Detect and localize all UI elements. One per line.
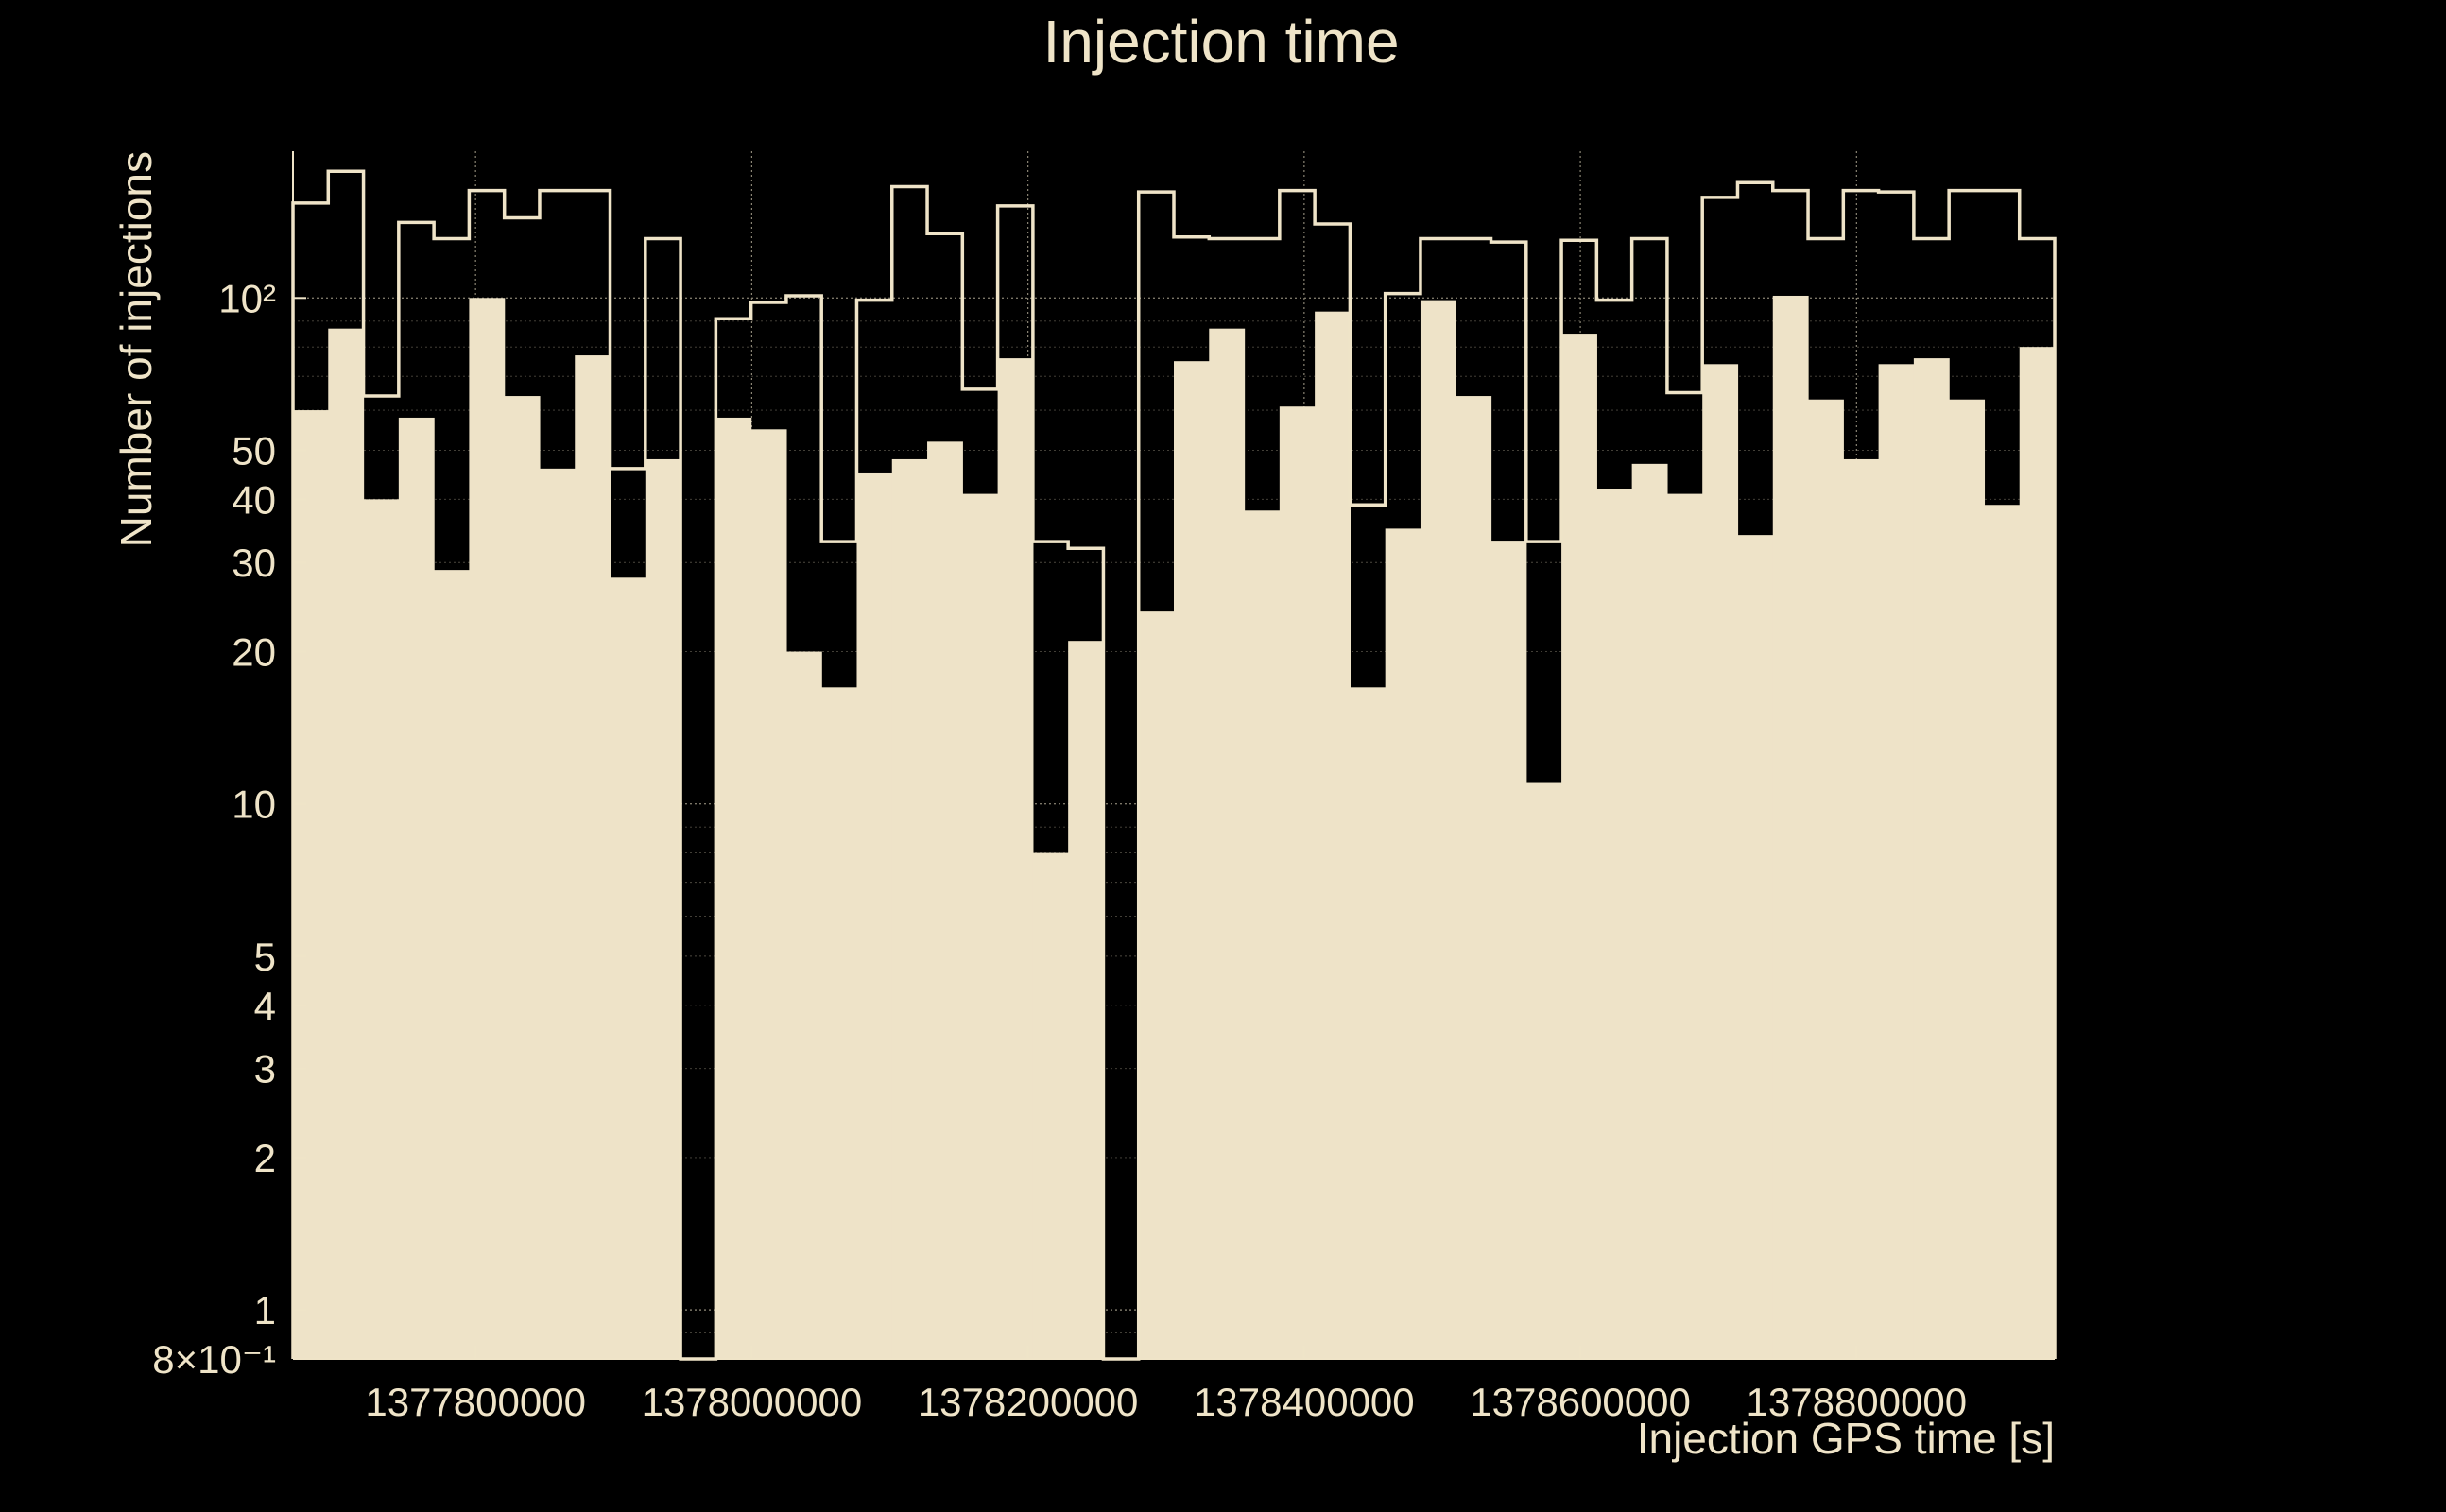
- histogram-bar: [1878, 364, 1915, 1360]
- y-tick-label: 30: [232, 541, 276, 585]
- histogram-bar: [504, 396, 541, 1359]
- x-tick-label: 1378400000: [1194, 1380, 1415, 1424]
- y-axis-label: Number of injections: [112, 151, 161, 547]
- histogram-bar: [1666, 493, 1703, 1359]
- histogram-bar: [962, 493, 999, 1359]
- histogram-bar: [398, 417, 435, 1359]
- histogram-bar: [750, 429, 787, 1359]
- histogram-bar: [1068, 641, 1105, 1359]
- filled-bars: [293, 295, 2056, 1360]
- histogram-bar: [363, 499, 400, 1359]
- y-tick-label: 8×10⁻¹: [152, 1337, 276, 1382]
- histogram-bar: [1456, 396, 1492, 1359]
- histogram-bar: [1702, 364, 1739, 1360]
- outline-step-series: [291, 169, 2057, 1361]
- histogram-bar: [539, 468, 576, 1360]
- histogram-bar: [1949, 399, 1986, 1359]
- histogram-bar: [1032, 852, 1069, 1359]
- y-tick-label: 1: [254, 1288, 276, 1332]
- x-tick-label: 1378200000: [918, 1380, 1139, 1424]
- histogram-bar: [293, 410, 329, 1360]
- histogram-bar: [1138, 611, 1175, 1359]
- x-tick-label: 1378600000: [1470, 1380, 1691, 1424]
- histogram-bar: [1772, 295, 1809, 1360]
- y-tick-label: 50: [232, 428, 276, 472]
- x-tick-label: 1378800000: [1747, 1380, 1968, 1424]
- y-tick-label: 5: [254, 935, 276, 979]
- histogram-bar: [1737, 535, 1774, 1359]
- y-tick-label: 40: [232, 477, 276, 522]
- chart-title: Injection time: [1042, 8, 1399, 76]
- histogram-bar: [1385, 528, 1421, 1359]
- histogram-bar: [2019, 347, 2056, 1359]
- histogram-bar: [1209, 328, 1246, 1360]
- histogram-bar: [1843, 458, 1880, 1360]
- x-axis-label: Injection GPS time [s]: [1637, 1414, 2055, 1463]
- histogram-bar: [1525, 782, 1562, 1359]
- y-tick-label: 2: [254, 1136, 276, 1180]
- x-tick-label: 1378000000: [642, 1380, 863, 1424]
- histogram-bar: [1350, 687, 1387, 1359]
- histogram-bar: [1631, 463, 1668, 1359]
- axes: [292, 151, 2055, 1360]
- histogram-bar: [891, 458, 928, 1360]
- histogram-bar: [469, 298, 506, 1360]
- histogram-bar: [856, 472, 893, 1359]
- histogram-bar: [328, 328, 365, 1360]
- histogram-bar: [1596, 489, 1633, 1359]
- histogram-bar: [1244, 510, 1281, 1359]
- y-tick-label: 10²: [218, 276, 276, 320]
- y-tick-label: 4: [254, 984, 276, 1028]
- histogram-bar: [645, 458, 681, 1360]
- histogram-bar: [1279, 406, 1316, 1360]
- histogram-bar: [1174, 361, 1210, 1360]
- y-tick-label: 3: [254, 1047, 276, 1091]
- histogram-bar: [821, 687, 858, 1359]
- histogram-bar: [1420, 300, 1456, 1359]
- histogram-bar: [1808, 399, 1844, 1359]
- histogram-bar: [610, 577, 646, 1359]
- y-tick-label: 10: [232, 782, 276, 827]
- histogram-bar: [715, 417, 752, 1359]
- histogram-bar: [434, 570, 470, 1359]
- y-tick-labels: 8×10⁻¹ 1 2 3 4 5 10 20 30 40 50 10²: [152, 276, 276, 1382]
- histogram-bar: [575, 355, 612, 1359]
- histogram-bar: [1490, 541, 1527, 1359]
- histogram-bar: [1913, 358, 1950, 1359]
- histogram-bar: [1315, 311, 1351, 1360]
- histogram-bar: [1561, 334, 1597, 1360]
- histogram-bar: [785, 651, 822, 1359]
- histogram-bar: [927, 441, 963, 1359]
- x-tick-labels: 1377800000 1378000000 1378200000 1378400000…: [365, 1380, 1967, 1424]
- histogram-bar: [997, 358, 1034, 1359]
- y-tick-label: 20: [232, 630, 276, 675]
- histogram-bar: [1984, 505, 2021, 1359]
- x-tick-label: 1377800000: [365, 1380, 586, 1424]
